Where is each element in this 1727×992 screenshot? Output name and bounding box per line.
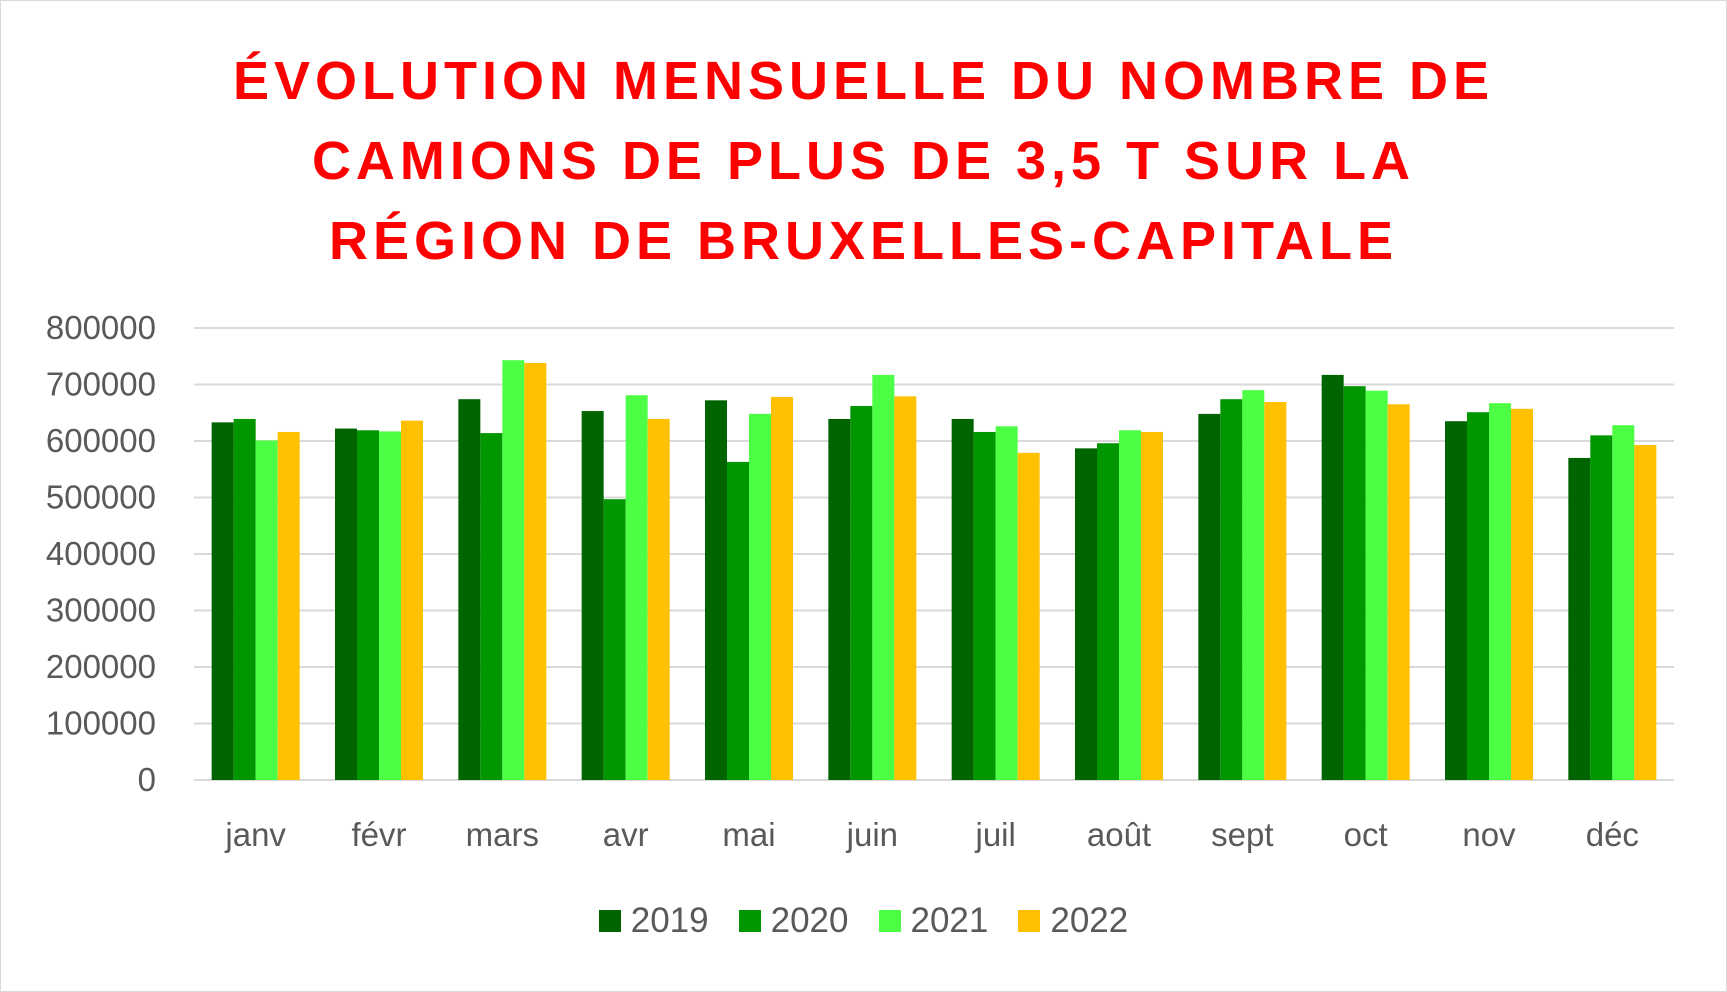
bar-2021-août — [1119, 430, 1141, 780]
y-tick-label: 300000 — [46, 592, 156, 629]
y-tick-label: 500000 — [46, 479, 156, 516]
bar-2022-sept — [1264, 402, 1287, 780]
bar-2019-août — [1075, 448, 1097, 780]
bar-2021-mai — [749, 413, 771, 780]
bar-2021-févr — [379, 431, 401, 780]
bar-2020-mai — [727, 461, 749, 780]
legend-label: 2021 — [910, 901, 989, 940]
bar-2021-mars — [502, 360, 525, 780]
bar-2022-janv — [277, 431, 300, 780]
bar-2022-déc — [1634, 444, 1657, 780]
chart-title: ÉVOLUTION MENSUELLE DU NOMBRE DE CAMIONS… — [1, 41, 1726, 281]
bar-2019-janv — [211, 422, 234, 780]
legend-swatch — [738, 910, 761, 932]
x-tick-label: janv — [224, 816, 286, 853]
chart-title-line: CAMIONS DE PLUS DE 3,5 T SUR LA — [311, 131, 1416, 191]
bar-2021-juil — [995, 426, 1018, 780]
bar-2021-déc — [1612, 425, 1635, 780]
bar-2019-sept — [1198, 413, 1221, 780]
y-tick-label: 600000 — [46, 422, 156, 459]
bar-2022-févr — [401, 420, 423, 780]
y-tick-label: 0 — [138, 761, 156, 798]
bar-2019-avr — [581, 411, 604, 780]
bar-2022-oct — [1387, 404, 1410, 780]
x-tick-label: nov — [1462, 816, 1516, 853]
legend-swatch — [878, 910, 901, 932]
bar-2019-oct — [1321, 374, 1344, 780]
x-tick-label: déc — [1586, 816, 1639, 853]
legend: 2019 2020 2021 2022 — [1, 901, 1726, 941]
bar-2020-févr — [357, 430, 379, 780]
bar-2019-déc — [1568, 457, 1591, 780]
bar-2019-mai — [705, 400, 727, 780]
bar-2021-sept — [1242, 390, 1265, 780]
bar-2019-juin — [828, 418, 851, 780]
x-tick-label: oct — [1344, 816, 1388, 853]
bar-2020-oct — [1343, 386, 1366, 780]
y-tick-label: 100000 — [46, 705, 156, 742]
legend-item: 2020 — [738, 901, 849, 941]
legend-swatch — [598, 910, 621, 932]
bar-2020-janv — [233, 418, 256, 780]
bar-2021-avr — [625, 395, 648, 780]
bar-2020-sept — [1220, 399, 1243, 780]
legend-label: 2022 — [1050, 901, 1129, 940]
legend-label: 2020 — [770, 901, 849, 940]
chart-title-line: ÉVOLUTION MENSUELLE DU NOMBRE DE — [232, 51, 1495, 111]
x-tick-label: juin — [846, 816, 898, 853]
bar-2022-mars — [524, 363, 547, 780]
bar-2019-mars — [458, 399, 481, 780]
legend-label: 2019 — [630, 901, 709, 940]
x-tick-label: avr — [603, 816, 649, 853]
bar-2020-déc — [1590, 435, 1613, 780]
bar-2021-janv — [255, 440, 278, 780]
y-tick-label: 400000 — [46, 535, 156, 572]
y-tick-label: 800000 — [46, 309, 156, 346]
bar-2022-avr — [647, 418, 670, 780]
bar-2021-oct — [1365, 390, 1388, 780]
bar-2020-mars — [480, 433, 503, 780]
bar-2020-juil — [973, 431, 996, 780]
legend-swatch — [1018, 910, 1041, 932]
bar-2020-juin — [850, 405, 873, 780]
bar-2021-juin — [872, 374, 895, 780]
bar-2022-nov — [1511, 408, 1533, 780]
bar-2022-juil — [1017, 452, 1040, 780]
bar-2022-juin — [894, 396, 917, 780]
x-tick-label: févr — [351, 816, 406, 853]
bar-2020-avr — [603, 499, 626, 780]
bar-2019-nov — [1445, 421, 1467, 780]
chart-title-line: RÉGION DE BRUXELLES-CAPITALE — [328, 211, 1399, 271]
bar-2019-juil — [951, 418, 974, 780]
bar-2020-août — [1097, 443, 1119, 780]
x-tick-label: mai — [722, 816, 775, 853]
x-tick-label: mars — [466, 816, 539, 853]
y-tick-label: 200000 — [46, 648, 156, 685]
bar-2022-mai — [771, 396, 793, 780]
x-tick-label: juil — [974, 816, 1015, 853]
legend-item: 2019 — [598, 901, 709, 941]
y-tick-label: 700000 — [46, 366, 156, 403]
legend-item: 2021 — [878, 901, 989, 941]
legend-item: 2022 — [1018, 901, 1128, 941]
bar-2021-nov — [1489, 403, 1511, 780]
bar-2022-août — [1141, 431, 1163, 780]
bar-2020-nov — [1467, 412, 1489, 780]
bar-2019-févr — [335, 428, 357, 780]
x-tick-label: sept — [1211, 816, 1273, 853]
x-tick-label: août — [1087, 816, 1151, 853]
